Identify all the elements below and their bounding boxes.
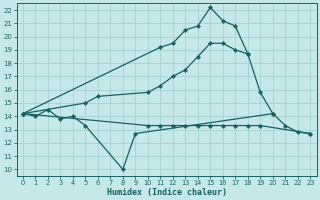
X-axis label: Humidex (Indice chaleur): Humidex (Indice chaleur): [107, 188, 227, 197]
